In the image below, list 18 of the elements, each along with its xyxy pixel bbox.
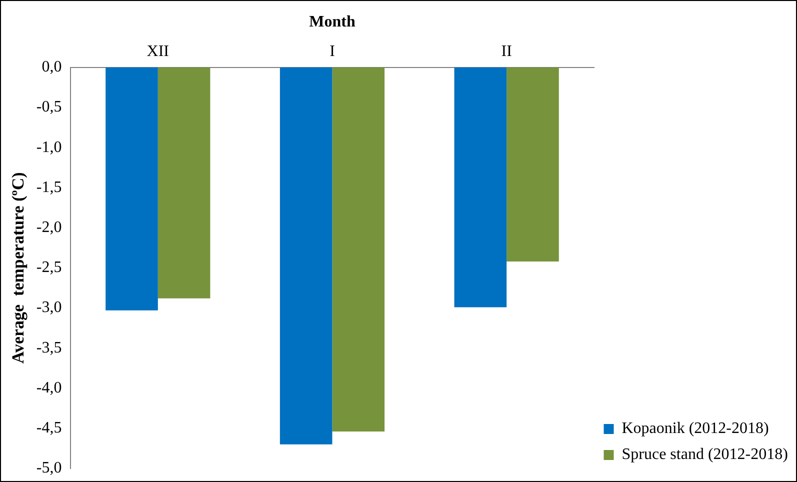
y-tick-label: -4,5 <box>36 420 62 437</box>
y-tick-label: 0,0 <box>42 58 62 76</box>
y-tick-label: -1,0 <box>36 138 62 156</box>
y-tick-label: -3,5 <box>36 339 62 356</box>
y-tick-label: -3,0 <box>36 299 62 316</box>
y-tick-label: -5,0 <box>36 460 62 477</box>
y-tick-label: -2,0 <box>36 219 62 236</box>
legend-label: Spruce stand (2012-2018) <box>622 446 788 464</box>
x-tick-label: II <box>501 43 512 60</box>
y-tick-label: -4,0 <box>36 379 62 396</box>
y-tick-label: -2,5 <box>36 259 62 276</box>
y-axis-title: Average temperature (ºC) <box>8 172 28 364</box>
y-tick-label: -1,5 <box>36 178 62 196</box>
x-tick-label: I <box>330 43 335 60</box>
x-tick-label: XII <box>146 43 170 60</box>
y-tick-label: -0,5 <box>36 98 62 116</box>
legend-label: Kopaonik (2012-2018) <box>622 420 769 438</box>
x-axis-title: Month <box>309 14 356 31</box>
